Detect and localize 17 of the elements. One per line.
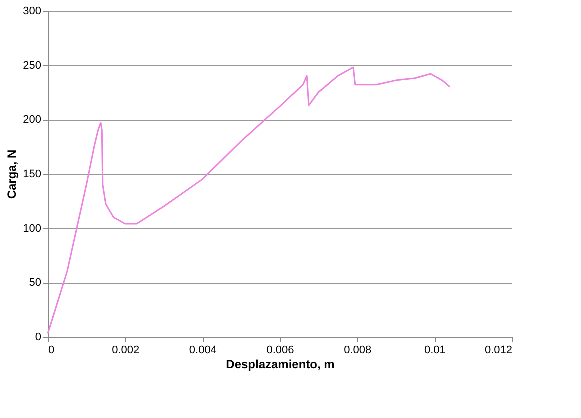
y-tick-label: 300	[23, 6, 42, 18]
y-tick-label: 150	[23, 168, 42, 180]
y-tick-label: 100	[23, 222, 42, 235]
line-series	[47, 66, 451, 334]
y-tick-label: 200	[23, 114, 42, 126]
x-tick-label: 0.004	[189, 344, 217, 356]
y-axis-title: Carga, N	[5, 150, 20, 200]
x-tick-label: 0.006	[266, 344, 294, 356]
x-tick-label: 0	[48, 344, 55, 356]
y-tick-label: 250	[23, 60, 42, 72]
x-tick-label: 0.012	[484, 344, 512, 356]
x-tick-label: 0.008	[344, 344, 372, 356]
y-tick-label: 0	[35, 332, 42, 344]
x-axis-title: Desplazamiento, m	[226, 358, 335, 372]
x-tick-label: 0.01	[424, 344, 446, 356]
y-tick-label: 50	[29, 277, 42, 290]
x-tick-label: 0.002	[112, 344, 140, 356]
